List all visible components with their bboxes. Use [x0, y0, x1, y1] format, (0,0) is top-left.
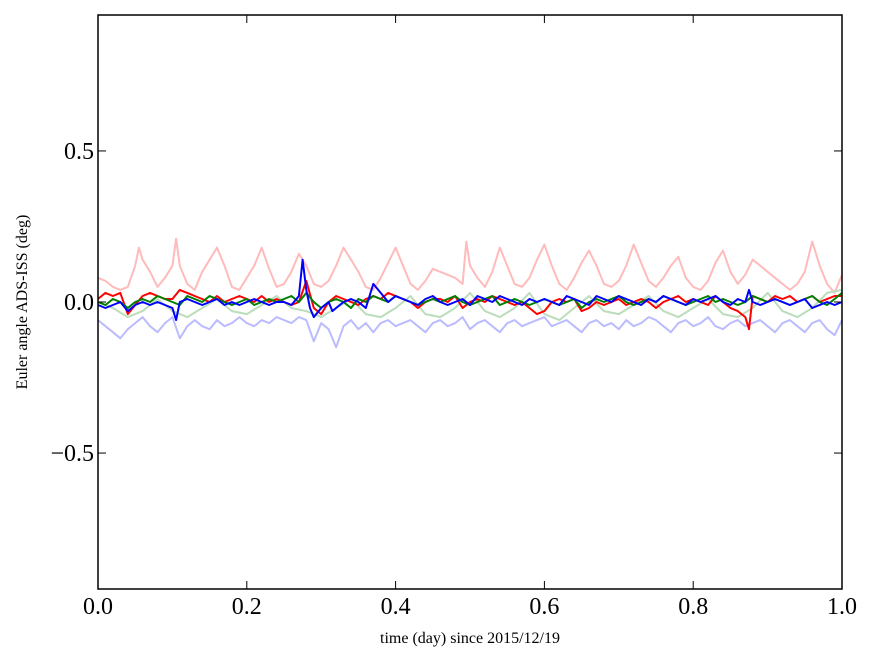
tick-layer: 0.0 0.2 0.4 0.6 0.8 1.0 0.5 0.0 −0.5	[50, 15, 857, 620]
x-tick-label-2: 0.4	[381, 594, 411, 620]
x-axis-label: time (day) since 2015/12/19	[380, 630, 560, 647]
x-tick-label-3: 0.6	[529, 594, 559, 620]
y-tick-label-2: −0.5	[50, 441, 94, 467]
series-line-2	[97, 316, 843, 349]
y-tick-label-0: 0.5	[64, 139, 94, 165]
series-line-5	[97, 258, 843, 322]
y-axis-label: Euler angle ADS-ISS (deg)	[14, 215, 31, 390]
x-tick-label-1: 0.2	[232, 594, 262, 620]
series-line-0	[97, 237, 843, 294]
x-tick-label-0: 0.0	[83, 594, 113, 620]
series-layer	[97, 237, 843, 349]
x-tick-label-4: 0.8	[678, 594, 708, 620]
x-tick-label-5: 1.0	[827, 594, 857, 620]
y-tick-label-1: 0.0	[64, 290, 94, 316]
